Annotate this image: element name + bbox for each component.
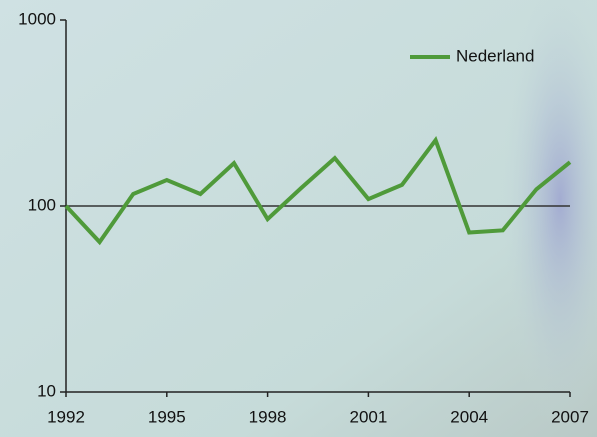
x-tick-label: 1995	[148, 407, 186, 426]
legend-label: Nederland	[456, 46, 534, 65]
y-tick-label: 1000	[18, 9, 56, 28]
page: {"chart_data": {"type": "line", "x": [19…	[0, 0, 597, 437]
chart: 10 100 1000 1992 1995 1998 2001 2004 2007 Nederla…	[0, 0, 597, 437]
x-tick-label: 2004	[450, 407, 488, 426]
x-tick-label: 2001	[349, 407, 387, 426]
y-tick-label: 10	[37, 381, 56, 400]
x-tick-label: 1992	[47, 407, 85, 426]
y-tick-label: 100	[28, 195, 56, 214]
x-tick-label: 1998	[249, 407, 287, 426]
x-tick-label: 2007	[551, 407, 589, 426]
